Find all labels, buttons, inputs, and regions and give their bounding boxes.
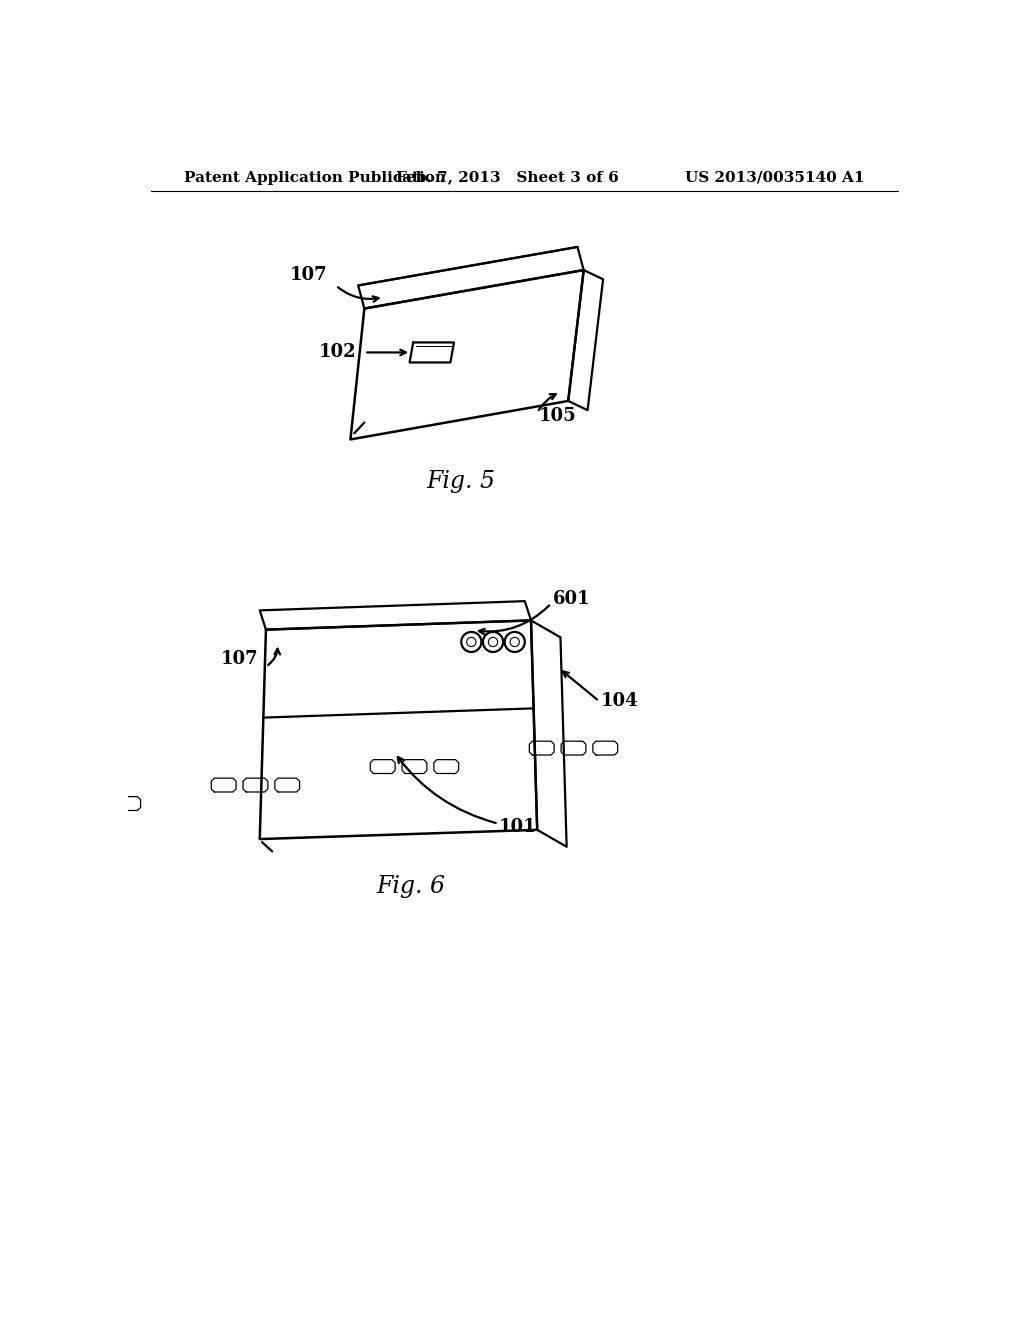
- Text: 104: 104: [601, 692, 638, 710]
- Text: US 2013/0035140 A1: US 2013/0035140 A1: [685, 170, 864, 185]
- Text: 601: 601: [553, 590, 590, 607]
- Text: 101: 101: [499, 818, 537, 836]
- Text: Patent Application Publication: Patent Application Publication: [183, 170, 445, 185]
- Text: Feb. 7, 2013   Sheet 3 of 6: Feb. 7, 2013 Sheet 3 of 6: [396, 170, 620, 185]
- Text: 105: 105: [539, 408, 577, 425]
- Text: 102: 102: [319, 343, 356, 362]
- Text: Fig. 6: Fig. 6: [377, 875, 445, 898]
- Text: Fig. 5: Fig. 5: [427, 470, 496, 494]
- Text: 107: 107: [220, 649, 258, 668]
- Text: 107: 107: [290, 267, 328, 284]
